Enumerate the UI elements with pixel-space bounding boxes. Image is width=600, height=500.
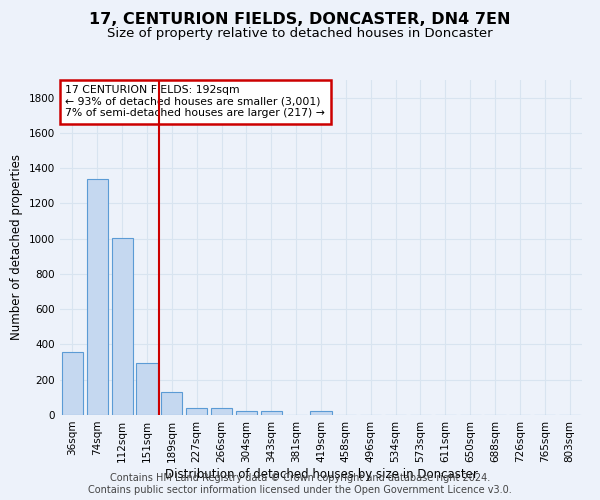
- Bar: [186, 408, 207, 415]
- Bar: [236, 410, 257, 415]
- Text: 17 CENTURION FIELDS: 192sqm
← 93% of detached houses are smaller (3,001)
7% of s: 17 CENTURION FIELDS: 192sqm ← 93% of det…: [65, 85, 325, 118]
- Bar: [310, 412, 332, 415]
- Bar: [112, 238, 133, 415]
- Text: Contains HM Land Registry data © Crown copyright and database right 2024.
Contai: Contains HM Land Registry data © Crown c…: [88, 474, 512, 495]
- Text: Size of property relative to detached houses in Doncaster: Size of property relative to detached ho…: [107, 28, 493, 40]
- Bar: [87, 178, 108, 415]
- Bar: [161, 392, 182, 415]
- Bar: [211, 408, 232, 415]
- Y-axis label: Number of detached properties: Number of detached properties: [10, 154, 23, 340]
- X-axis label: Distribution of detached houses by size in Doncaster: Distribution of detached houses by size …: [164, 468, 478, 480]
- Text: 17, CENTURION FIELDS, DONCASTER, DN4 7EN: 17, CENTURION FIELDS, DONCASTER, DN4 7EN: [89, 12, 511, 28]
- Bar: [136, 363, 158, 415]
- Bar: [62, 352, 83, 415]
- Bar: [261, 412, 282, 415]
